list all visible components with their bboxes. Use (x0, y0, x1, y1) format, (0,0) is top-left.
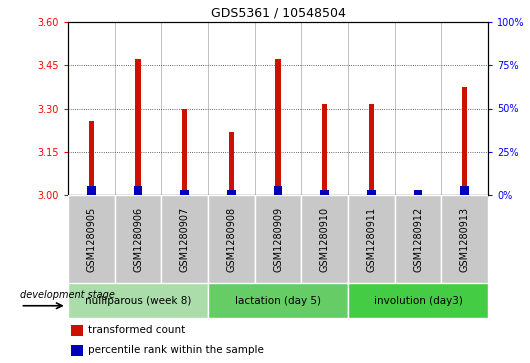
Bar (227, 190, 235, 195)
Text: GSM1280907: GSM1280907 (180, 207, 190, 272)
Bar (228, 131, 234, 195)
FancyBboxPatch shape (114, 195, 161, 283)
Text: GSM1280909: GSM1280909 (273, 207, 283, 272)
Text: lactation (day 5): lactation (day 5) (235, 295, 321, 306)
Bar (70, 345, 83, 356)
Text: percentile rank within the sample: percentile rank within the sample (88, 345, 264, 355)
Text: GSM1280908: GSM1280908 (226, 207, 236, 272)
FancyBboxPatch shape (395, 195, 441, 283)
FancyBboxPatch shape (255, 195, 302, 283)
Text: transformed count: transformed count (88, 325, 186, 335)
Bar (322, 104, 328, 195)
FancyBboxPatch shape (208, 195, 255, 283)
Bar (462, 87, 467, 195)
Text: GSM1280913: GSM1280913 (460, 207, 470, 272)
Bar (181, 190, 189, 195)
Text: GSM1280910: GSM1280910 (320, 207, 330, 272)
Text: GSM1280905: GSM1280905 (86, 207, 96, 272)
Text: GSM1280911: GSM1280911 (366, 207, 376, 272)
FancyBboxPatch shape (68, 283, 208, 318)
Bar (414, 190, 422, 195)
FancyBboxPatch shape (161, 195, 208, 283)
Bar (87, 186, 95, 195)
Bar (275, 60, 281, 195)
Bar (89, 122, 94, 195)
FancyBboxPatch shape (441, 195, 488, 283)
Bar (135, 60, 141, 195)
FancyBboxPatch shape (302, 195, 348, 283)
FancyBboxPatch shape (68, 195, 114, 283)
Text: GSM1280912: GSM1280912 (413, 207, 423, 272)
FancyBboxPatch shape (208, 283, 348, 318)
Bar (461, 186, 469, 195)
Bar (368, 104, 374, 195)
Bar (134, 186, 142, 195)
Text: development stage: development stage (20, 290, 116, 300)
Bar (182, 109, 188, 195)
Text: GSM1280906: GSM1280906 (133, 207, 143, 272)
FancyBboxPatch shape (348, 283, 488, 318)
Bar (70, 325, 83, 336)
Bar (274, 186, 282, 195)
Text: nulliparous (week 8): nulliparous (week 8) (85, 295, 191, 306)
Text: involution (day3): involution (day3) (374, 295, 463, 306)
FancyBboxPatch shape (348, 195, 395, 283)
Bar (321, 190, 329, 195)
Title: GDS5361 / 10548504: GDS5361 / 10548504 (210, 7, 346, 20)
Bar (367, 190, 376, 195)
